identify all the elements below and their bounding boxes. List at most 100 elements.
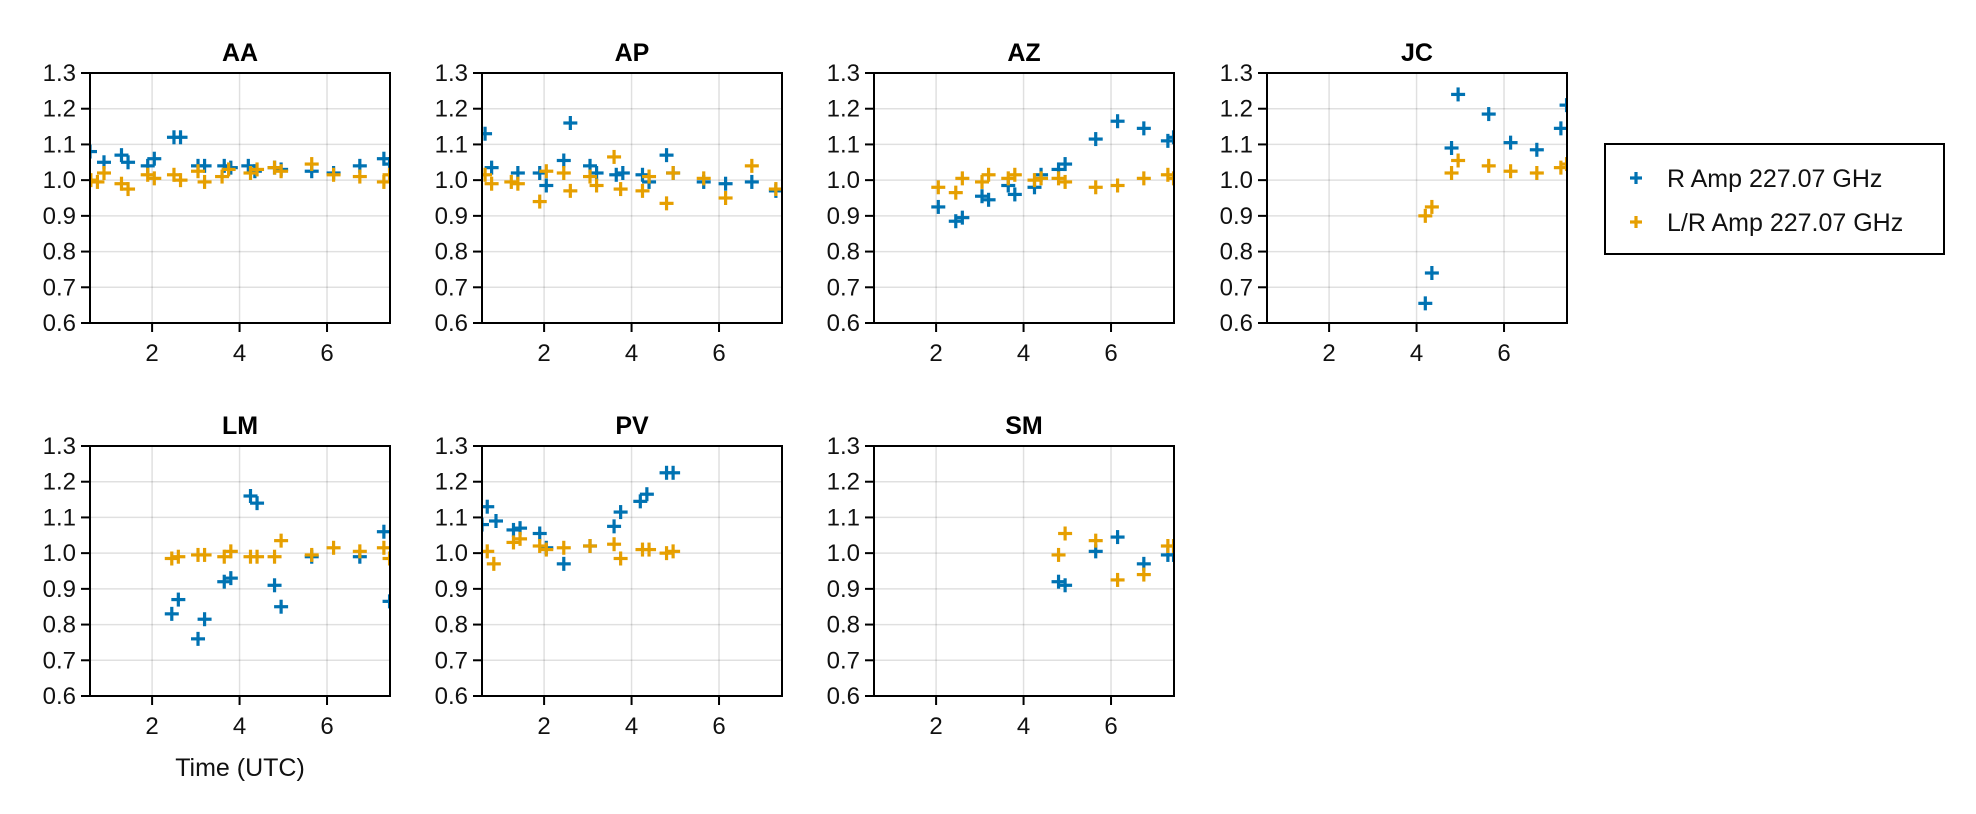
- legend-entry: R Amp 227.07 GHz: [1630, 165, 1882, 193]
- r-amp-point: [513, 521, 528, 536]
- panel-title: AA: [222, 39, 258, 67]
- r-amp-point: [1166, 130, 1174, 145]
- y-tick-label: 0.9: [43, 576, 76, 603]
- y-tick-label: 0.9: [43, 203, 76, 230]
- lr-amp-point: [642, 169, 657, 184]
- lr-amp-point: [607, 149, 622, 164]
- r-amp-point: [506, 522, 521, 537]
- lr-amp-point: [1418, 208, 1433, 223]
- y-tick-label: 0.6: [827, 310, 860, 337]
- lr-amp-point: [376, 174, 390, 189]
- lr-amp-point: [1481, 158, 1496, 173]
- y-tick-label: 0.6: [435, 683, 468, 710]
- lr-amp-point: [1088, 533, 1103, 548]
- lr-amp-point: [613, 182, 628, 197]
- y-tick-label: 0.6: [827, 683, 860, 710]
- panel-sm: SM 2 4 6 0.6 0.7 0.8 0.9 1.0 1.1 1.2 1.3: [827, 412, 1175, 740]
- y-tick-label: 0.7: [43, 274, 76, 301]
- data-points: [482, 116, 782, 211]
- r-amp-point: [250, 496, 265, 511]
- x-tick-label: 4: [233, 340, 246, 367]
- y-tick-label: 1.3: [827, 60, 860, 87]
- r-amp-point: [217, 574, 232, 589]
- r-amp-point: [382, 594, 390, 609]
- lr-amp-point: [140, 167, 155, 182]
- lr-amp-point: [556, 166, 571, 180]
- r-amp-point: [247, 164, 262, 179]
- panels: AA 2 4 6 0.6 0.7 0.8 0.9 1.0 1.1 1.2 1.3 AP 2 4 6 0.6 0.7…: [43, 39, 1568, 740]
- lr-amp-point: [1027, 173, 1042, 188]
- lr-amp-point: [90, 174, 105, 189]
- lr-amp-point: [955, 171, 970, 186]
- panel-ap: AP 2 4 6 0.6 0.7 0.8 0.9 1.0 1.1 1.2 1.3: [435, 39, 783, 367]
- lr-amp-point: [352, 169, 367, 184]
- r-amp-point: [975, 189, 990, 204]
- lr-amp-point: [635, 183, 650, 198]
- legend-marker-cross-icon: [1630, 172, 1642, 184]
- panel-title: AP: [615, 39, 650, 67]
- x-tick-label: 2: [537, 340, 550, 367]
- panel-title: SM: [1005, 412, 1043, 440]
- legend: R Amp 227.07 GHz L/R Amp 227.07 GHz: [1604, 143, 1945, 255]
- lr-amp-point: [666, 166, 681, 180]
- y-tick-label: 1.1: [43, 131, 76, 158]
- lr-amp-point: [1051, 171, 1066, 186]
- y-tick-label: 1.1: [827, 131, 860, 158]
- lr-amp-point: [376, 540, 390, 555]
- y-tick-label: 1.3: [43, 60, 76, 87]
- lr-amp-point: [504, 174, 519, 189]
- lr-amp-point: [352, 544, 367, 559]
- lr-amp-point: [90, 173, 98, 188]
- y-tick-label: 0.8: [1220, 239, 1253, 266]
- lr-amp-point: [1424, 199, 1439, 214]
- y-tick-label: 0.8: [435, 239, 468, 266]
- y-tick-label: 0.7: [435, 647, 468, 674]
- lr-amp-point: [1451, 153, 1466, 168]
- r-amp-point: [955, 210, 970, 225]
- y-tick-label: 0.7: [827, 647, 860, 674]
- data-points: [90, 130, 390, 197]
- legend-entry: L/R Amp 227.07 GHz: [1630, 209, 1903, 237]
- r-amp-point: [1058, 578, 1073, 593]
- r-amp-point: [223, 160, 238, 175]
- lr-amp-point: [482, 167, 493, 182]
- lr-amp-point: [642, 542, 657, 557]
- x-tick-label: 4: [625, 340, 638, 367]
- lr-amp-point: [1529, 166, 1544, 180]
- lr-amp-point: [1166, 539, 1174, 553]
- r-amp-point: [532, 526, 547, 541]
- lr-amp-point: [1110, 572, 1125, 587]
- lr-amp-point: [304, 547, 319, 562]
- r-amp-point: [140, 158, 155, 173]
- lr-amp-point: [1001, 171, 1016, 186]
- r-amp-point: [948, 214, 963, 229]
- y-tick-label: 1.2: [1220, 96, 1253, 123]
- r-amp-point: [482, 499, 495, 514]
- lr-amp-point: [931, 180, 946, 195]
- y-tick-label: 1.0: [43, 540, 76, 567]
- r-amp-point: [1110, 114, 1125, 129]
- r-amp-point: [121, 155, 136, 170]
- r-amp-point: [173, 130, 188, 145]
- lr-amp-point: [382, 551, 390, 566]
- y-tick-label: 1.2: [435, 469, 468, 496]
- r-amp-point: [376, 524, 390, 539]
- panel-aa: AA 2 4 6 0.6 0.7 0.8 0.9 1.0 1.1 1.2 1.3: [43, 39, 391, 367]
- lr-amp-point: [563, 183, 578, 198]
- y-tick-label: 1.1: [827, 504, 860, 531]
- panel-title: PV: [615, 412, 649, 440]
- r-amp-point: [197, 612, 212, 627]
- r-amp-point: [114, 148, 129, 163]
- lr-amp-point: [164, 551, 179, 566]
- r-amp-point: [482, 126, 493, 141]
- lr-amp-point: [250, 549, 265, 564]
- r-amp-point: [382, 157, 390, 172]
- y-tick-label: 1.3: [435, 60, 468, 87]
- x-tick-label: 2: [537, 713, 550, 740]
- y-tick-label: 1.2: [43, 96, 76, 123]
- lr-amp-point: [1051, 547, 1066, 562]
- lr-amp-point: [1088, 180, 1103, 195]
- lr-amp-point: [215, 169, 230, 184]
- legend-marker-cross-icon: [1630, 216, 1642, 228]
